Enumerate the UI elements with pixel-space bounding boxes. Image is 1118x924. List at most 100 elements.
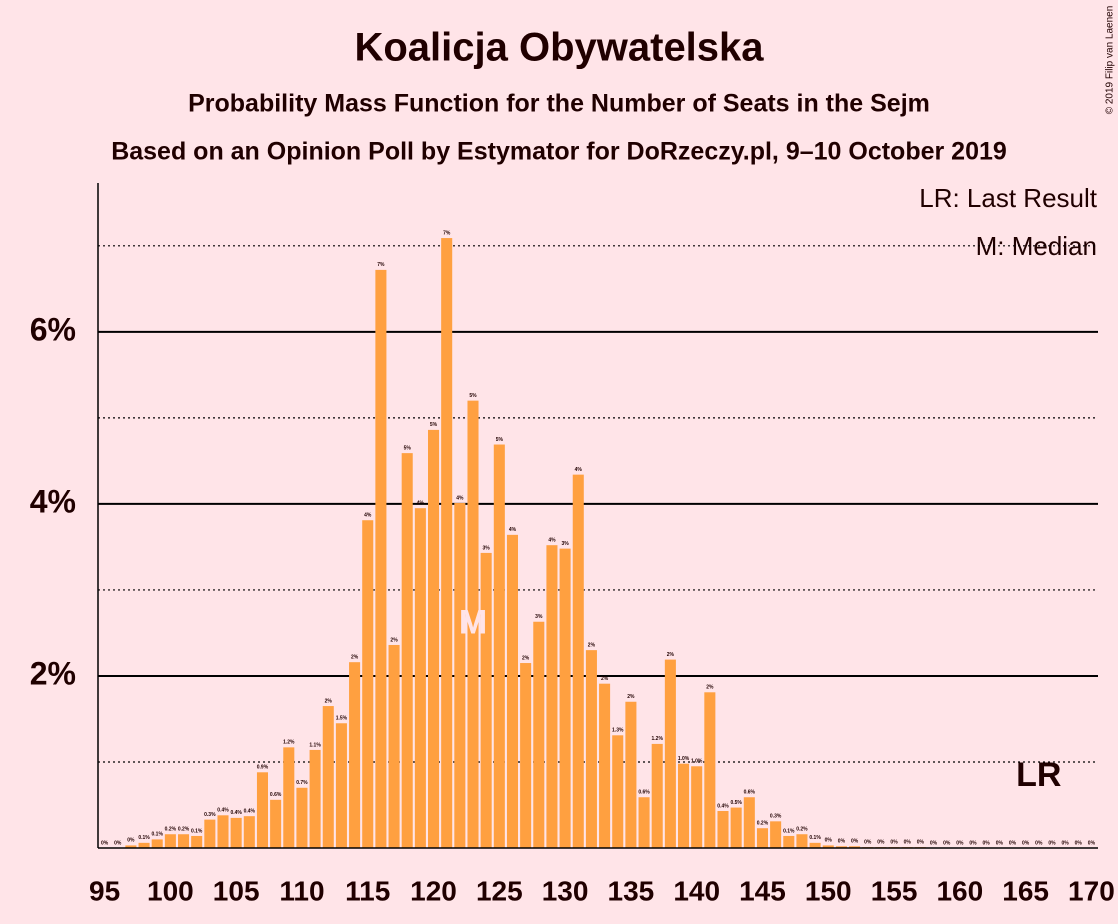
value-label: 0.4% — [217, 808, 229, 814]
x-tick-label: 100 — [147, 875, 194, 906]
chart-subtitle: Based on an Opinion Poll by Estymator fo… — [111, 138, 1007, 166]
bar — [599, 683, 611, 848]
bar — [480, 552, 492, 848]
bar — [546, 545, 558, 848]
x-tick-label: 140 — [673, 875, 720, 906]
credit: © 2019 Filip van Laenen — [1105, 6, 1116, 115]
bar — [717, 811, 729, 848]
bar — [664, 659, 676, 848]
x-tick-label: 165 — [1002, 875, 1049, 906]
bar — [335, 723, 347, 848]
bar — [138, 842, 150, 848]
bar — [835, 846, 847, 848]
bar — [256, 772, 268, 848]
value-label: 0.4% — [717, 803, 729, 809]
value-label: 0.4% — [244, 808, 256, 814]
value-label: 4% — [575, 467, 583, 473]
bar — [809, 842, 821, 848]
value-label: 0.2% — [165, 827, 177, 833]
value-label: 5% — [404, 445, 412, 451]
value-label: 0% — [114, 840, 122, 846]
value-label: 0% — [101, 840, 109, 846]
value-label: 0.5% — [730, 800, 742, 806]
value-label: 0.1% — [783, 828, 795, 834]
value-label: 5% — [430, 422, 438, 428]
bar — [362, 520, 374, 848]
value-label: 0.2% — [796, 827, 808, 833]
value-label: 0% — [1048, 840, 1056, 846]
value-label: 0.3% — [770, 814, 782, 820]
value-label: 4% — [548, 538, 556, 544]
value-label: 3% — [535, 614, 543, 620]
value-label: 0% — [864, 839, 872, 845]
value-label: 0% — [983, 840, 991, 846]
value-label: 2% — [325, 698, 333, 704]
value-label: 1.5% — [336, 716, 348, 722]
bar — [125, 845, 137, 848]
value-label: 2% — [588, 642, 596, 648]
bar — [783, 835, 795, 848]
value-label: 0% — [1088, 840, 1096, 846]
value-label: 0% — [930, 840, 938, 846]
value-label: 2% — [667, 652, 675, 658]
value-label: 0% — [956, 840, 964, 846]
value-label: 4% — [509, 527, 517, 533]
value-label: 0.1% — [138, 835, 150, 841]
bar — [638, 797, 650, 848]
bar — [283, 747, 295, 848]
value-label: 0% — [917, 839, 925, 845]
value-label: 0.2% — [757, 821, 769, 827]
bar — [230, 817, 242, 848]
x-tick-label: 145 — [739, 875, 786, 906]
bar — [678, 763, 690, 848]
bar — [191, 835, 203, 848]
bar — [822, 845, 834, 848]
bar — [533, 621, 545, 848]
value-label: 2% — [706, 685, 714, 691]
value-label: 2% — [627, 694, 635, 700]
value-label: 0.6% — [744, 790, 756, 796]
bar — [349, 662, 361, 848]
bar — [585, 650, 597, 848]
value-label: 1.2% — [283, 740, 295, 746]
value-label: 0% — [838, 839, 846, 845]
value-label: 3% — [483, 545, 491, 551]
value-label: 0.1% — [191, 828, 203, 834]
bar — [401, 453, 413, 848]
value-label: 0% — [890, 839, 898, 845]
bar — [309, 749, 321, 848]
value-label: 4% — [364, 513, 372, 519]
value-label: 0.2% — [178, 827, 190, 833]
annotation: LR — [1016, 756, 1061, 794]
x-tick-label: 135 — [608, 875, 655, 906]
bar — [388, 644, 400, 848]
bar — [625, 701, 637, 848]
value-label: 0% — [904, 839, 912, 845]
bar — [375, 269, 387, 848]
legend-entry: M: Median — [976, 231, 1097, 261]
x-tick-label: 105 — [213, 875, 260, 906]
value-label: 3% — [561, 541, 569, 547]
value-label: 0% — [851, 839, 859, 845]
bar — [770, 821, 782, 848]
value-label: 5% — [496, 437, 504, 443]
value-label: 0% — [127, 838, 135, 844]
bar — [730, 807, 742, 848]
value-label: 0% — [1035, 840, 1043, 846]
y-tick-label: 6% — [30, 311, 76, 347]
bar — [756, 828, 768, 848]
bar — [322, 706, 334, 848]
x-tick-label: 115 — [345, 875, 390, 906]
value-label: 7% — [377, 262, 385, 268]
bar — [217, 815, 229, 848]
x-tick-label: 130 — [542, 875, 589, 906]
bar — [849, 846, 861, 848]
bar — [467, 400, 479, 848]
value-label: 2% — [601, 676, 609, 682]
bar — [796, 834, 808, 848]
bar — [151, 839, 163, 848]
chart-title: Koalicja Obywatelska — [354, 26, 764, 70]
value-label: 0% — [1009, 840, 1017, 846]
x-tick-label: 95 — [89, 875, 120, 906]
bar — [506, 534, 518, 848]
